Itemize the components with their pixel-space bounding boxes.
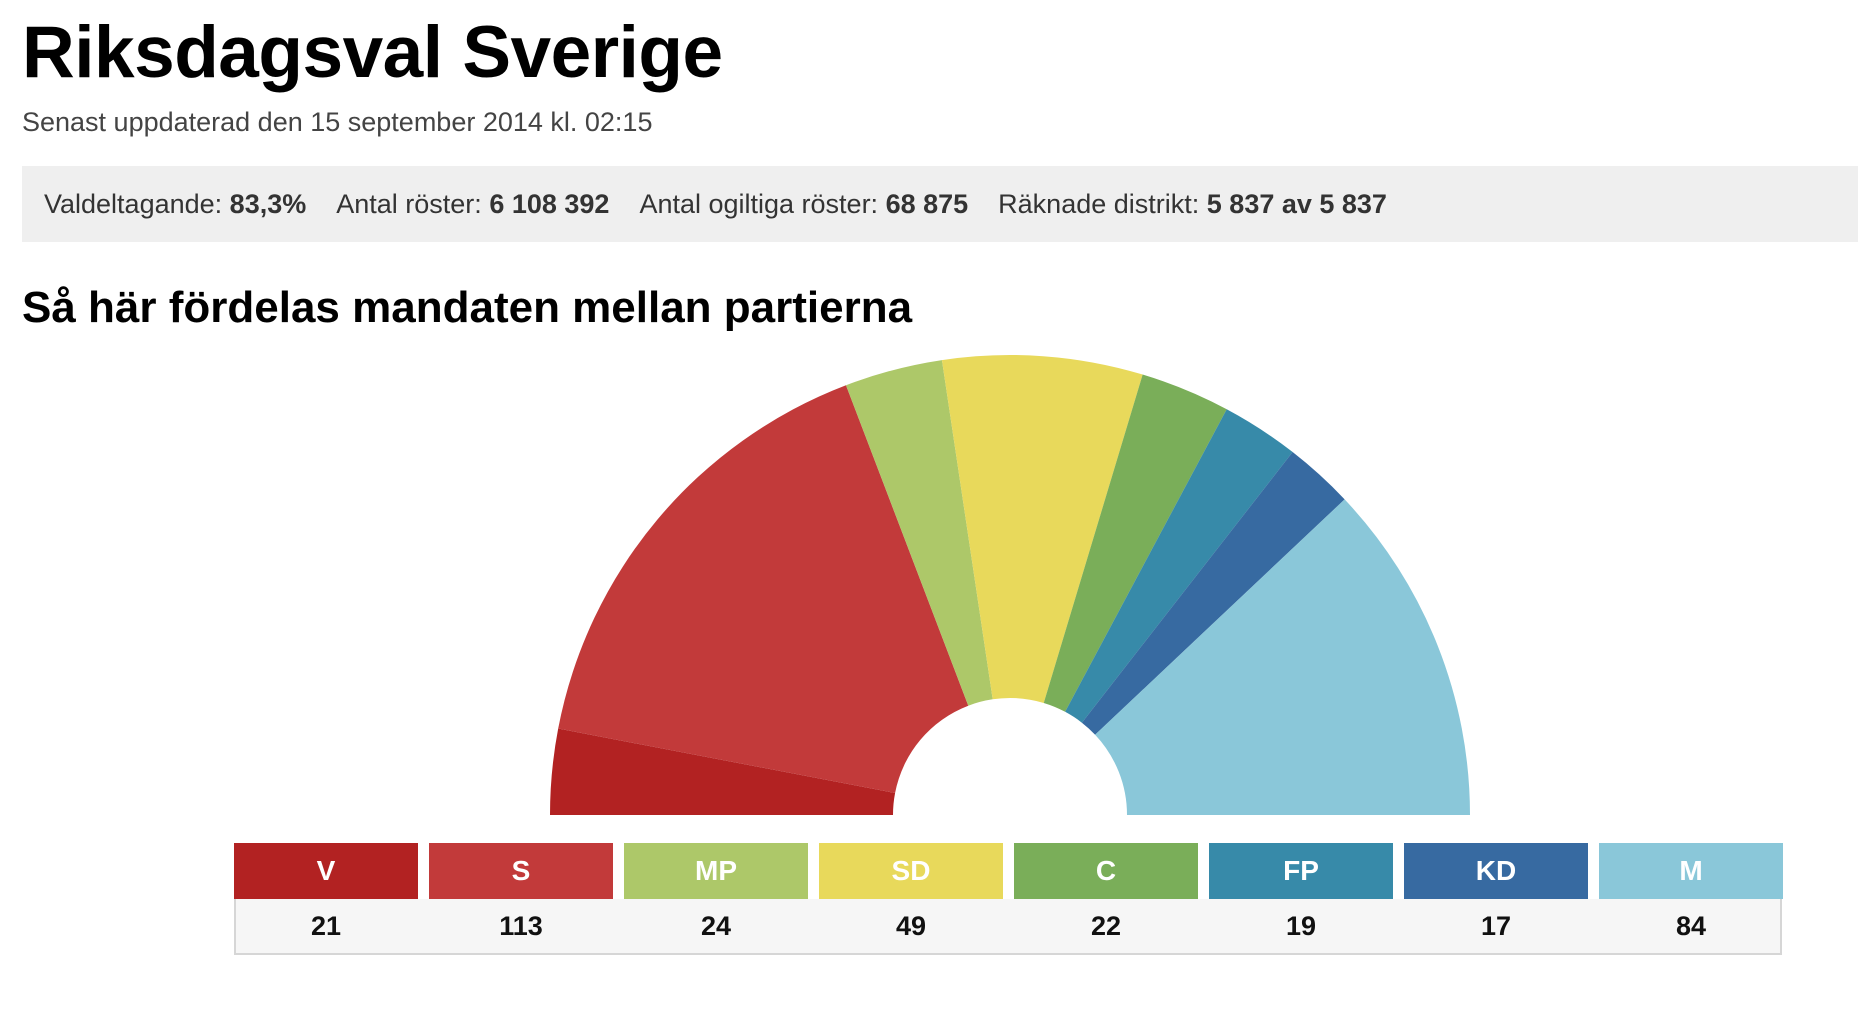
stat-votes: Antal röster: 6 108 392 — [336, 189, 609, 220]
legend-party-m: M — [1599, 843, 1783, 899]
legend-seats-mp: 24 — [700, 910, 732, 941]
stat-value: 6 108 392 — [489, 188, 610, 219]
seat-slice-kd — [1081, 452, 1345, 735]
legend-party-fp: FP — [1209, 843, 1393, 899]
seat-slice-v — [550, 728, 896, 815]
legend-party-kd: KD — [1404, 843, 1588, 899]
stat-label: Antal ogiltiga röster: — [639, 188, 879, 219]
legend-seats-m: 84 — [1675, 910, 1707, 941]
stat-value: 5 837 av 5 837 — [1206, 188, 1387, 219]
legend-seats-sd: 49 — [895, 910, 927, 941]
legend-seats-row: 21 113 24 49 22 19 17 84 — [234, 899, 1782, 955]
legend-seats-kd: 17 — [1480, 910, 1512, 941]
seat-slice-fp — [1065, 409, 1293, 723]
legend-seats-fp: 19 — [1285, 910, 1317, 941]
stat-label: Antal röster: — [336, 188, 482, 219]
seat-slice-mp — [845, 360, 993, 706]
stats-bar: Valdeltagande: 83,3% Antal röster: 6 108… — [22, 166, 1858, 242]
stat-label: Räknade distrikt: — [998, 188, 1200, 219]
seat-slice-sd — [941, 354, 1143, 703]
section-title: Så här fördelas mandaten mellan partiern… — [22, 283, 913, 332]
stat-value: 68 875 — [885, 188, 969, 219]
legend-party-row: V S MP SD C FP KD M — [234, 843, 1783, 899]
stat-turnout: Valdeltagande: 83,3% — [44, 189, 306, 220]
legend-party-v: V — [234, 843, 418, 899]
seat-slice-s — [558, 385, 969, 794]
stat-value: 83,3% — [229, 188, 307, 219]
last-updated-text: Senast uppdaterad den 15 september 2014 … — [22, 107, 653, 137]
stat-invalid-votes: Antal ogiltiga röster: 68 875 — [639, 189, 968, 220]
page-title: Riksdagsval Sverige — [22, 12, 723, 93]
stat-districts: Räknade distrikt: 5 837 av 5 837 — [998, 189, 1387, 220]
legend-party-mp: MP — [624, 843, 808, 899]
legend-seats-s: 113 — [499, 910, 543, 941]
legend-party-s: S — [429, 843, 613, 899]
legend-seats-c: 22 — [1090, 910, 1122, 941]
seat-distribution-chart — [550, 354, 1470, 815]
stat-label: Valdeltagande: — [44, 188, 223, 219]
seat-slice-m — [1095, 499, 1470, 815]
legend-party-sd: SD — [819, 843, 1003, 899]
party-legend: V S MP SD C FP KD M 21 113 24 49 22 19 17 84 — [234, 843, 1783, 955]
legend-seats-v: 21 — [310, 910, 342, 941]
legend-party-c: C — [1014, 843, 1198, 899]
seat-slice-c — [1043, 374, 1227, 712]
